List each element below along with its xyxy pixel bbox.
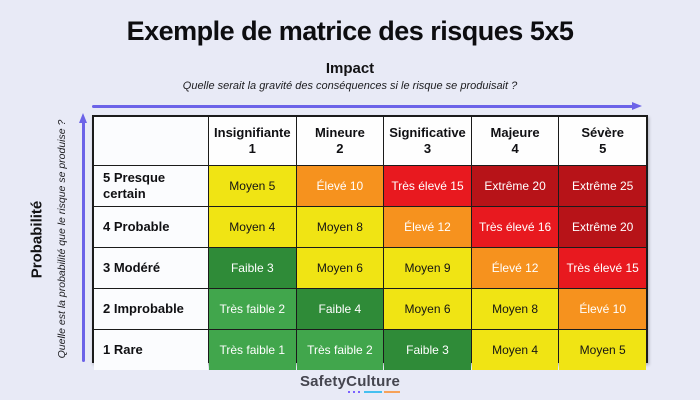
impact-axis-arrow (92, 102, 642, 111)
impact-axis-label: Impact (325, 60, 375, 77)
matrix-cell: Moyen 5 (209, 166, 296, 206)
matrix-cell: Moyen 5 (559, 330, 646, 370)
matrix-cell: Faible 4 (296, 289, 384, 329)
matrix-cell: Élevé 12 (384, 207, 471, 247)
logo-underline-decoration (347, 391, 401, 393)
matrix-cell: Moyen 8 (296, 207, 384, 247)
logo-underline-blue (363, 391, 382, 393)
matrix-cell: Très faible 1 (209, 330, 296, 370)
risk-matrix-table: Insignifiante 1 Mineure 2 Significative 3 Maje… (92, 115, 648, 370)
safetyculture-logo: SafetyCulture (299, 373, 401, 393)
matrix-cell: Extrême 25 (559, 166, 646, 206)
matrix-cell: Moyen 8 (471, 289, 559, 329)
matrix-row-header: 1 Rare (94, 330, 208, 370)
matrix-cell: Très élevé 16 (471, 207, 559, 247)
matrix-cell: Faible 3 (384, 330, 471, 370)
arrow-line (82, 118, 85, 362)
arrow-right-icon (632, 102, 642, 110)
matrix-cell: Faible 3 (209, 248, 296, 288)
matrix-column-header: Insignifiante 1 (209, 117, 296, 165)
logo-underline-dots (347, 391, 362, 393)
matrix-column-header: Sévère 5 (559, 117, 646, 165)
probability-axis-question: Quelle est la probabilité que le risque … (56, 119, 68, 359)
matrix-row-header: 5 Presque certain (94, 166, 208, 206)
matrix-column-header: Significative 3 (384, 117, 471, 165)
matrix-row-header: 4 Probable (94, 207, 208, 247)
matrix-column-header: Majeure 4 (471, 117, 559, 165)
footer: SafetyCulture (0, 373, 700, 393)
matrix-corner-cell (94, 117, 208, 165)
matrix-cell: Extrême 20 (559, 207, 646, 247)
matrix-cell: Extrême 20 (471, 166, 559, 206)
matrix-cell: Moyen 4 (471, 330, 559, 370)
matrix-cell: Moyen 9 (384, 248, 471, 288)
matrix-cell: Très faible 2 (209, 289, 296, 329)
arrow-up-icon (79, 113, 87, 123)
matrix-row-header: 3 Modéré (94, 248, 208, 288)
matrix-cell: Élevé 10 (296, 166, 384, 206)
matrix-cell: Moyen 4 (209, 207, 296, 247)
matrix-cell: Élevé 12 (471, 248, 559, 288)
matrix-cell: Élevé 10 (559, 289, 646, 329)
probability-axis-label: Probabilité (28, 200, 46, 279)
arrow-line (92, 105, 636, 108)
logo-underline-orange (383, 391, 401, 393)
safetyculture-logo-text: SafetyCulture (299, 373, 401, 390)
matrix-cell: Moyen 6 (384, 289, 471, 329)
matrix-cell: Très élevé 15 (384, 166, 471, 206)
impact-axis-question: Quelle serait la gravité des conséquence… (182, 80, 518, 92)
probability-axis-arrow (79, 113, 88, 362)
matrix-cell: Très faible 2 (296, 330, 384, 370)
page-title: Exemple de matrice des risques 5x5 (126, 16, 574, 46)
matrix-cell: Très élevé 15 (559, 248, 646, 288)
matrix-cell: Moyen 6 (296, 248, 384, 288)
matrix-row-header: 2 Improbable (94, 289, 208, 329)
matrix-column-header: Mineure 2 (296, 117, 384, 165)
